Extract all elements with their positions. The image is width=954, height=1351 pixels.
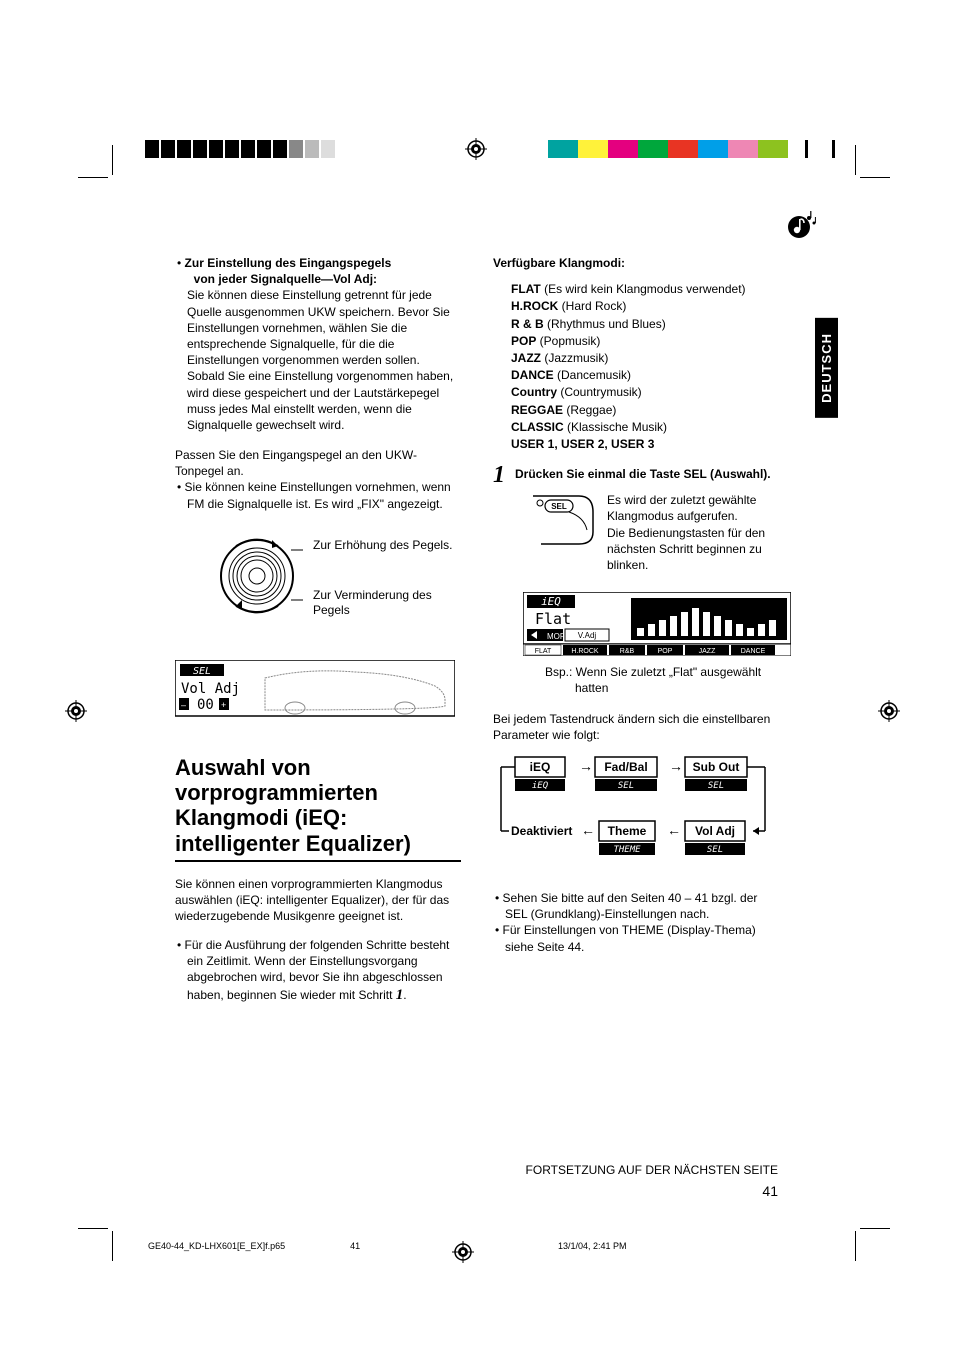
registration-crosshair-icon xyxy=(65,700,87,725)
sel-button-icon: SEL xyxy=(529,492,597,551)
step-1: 1 Drücken Sie einmal die Taste SEL (Ausw… xyxy=(493,466,779,955)
crop-mark xyxy=(860,1228,890,1229)
mode-item: JAZZ (Jazzmusik) xyxy=(511,350,779,366)
mode-item: DANCE (Dancemusik) xyxy=(511,367,779,383)
content-area: • Zur Einstellung des Eingangspegels von… xyxy=(175,255,780,1005)
left-column: • Zur Einstellung des Eingangspegels von… xyxy=(175,255,461,1005)
dial-diagram: Zur Erhöhung des Pegels. Zur Verminderun… xyxy=(175,528,461,658)
registration-crosshair-icon xyxy=(878,700,900,725)
registration-black-blocks xyxy=(145,140,335,161)
registration-bar xyxy=(0,140,954,160)
modes-heading: Verfügbare Klangmodi: xyxy=(493,255,779,271)
mode-item: USER 1, USER 2, USER 3 xyxy=(511,436,779,452)
dial-icon xyxy=(211,528,303,623)
svg-text:JAZZ: JAZZ xyxy=(699,648,716,655)
change-paragraph: Bei jedem Tastendruck ändern sich die ei… xyxy=(493,711,779,743)
lcd-caption: Bsp.: Wenn Sie zuletzt „Flat" ausgewählt… xyxy=(545,664,779,696)
heading-underline xyxy=(175,860,461,862)
mode-item: FLAT (Es wird kein Klangmodus verwendet) xyxy=(511,281,779,297)
intro-paragraph: Sie können einen vorprogrammierten Klang… xyxy=(175,876,461,925)
step-1-text: Drücken Sie einmal die Taste SEL (Auswah… xyxy=(515,467,771,481)
mode-item: CLASSIC (Klassische Musik) xyxy=(511,419,779,435)
crop-mark xyxy=(78,1228,108,1229)
svg-text:iEQ: iEQ xyxy=(532,781,549,791)
modes-list: FLAT (Es wird kein Klangmodus verwendet)… xyxy=(493,281,779,452)
svg-text:R&B: R&B xyxy=(620,648,635,655)
svg-text:SEL: SEL xyxy=(551,502,567,511)
svg-text:Vol Adj: Vol Adj xyxy=(695,824,735,838)
mode-item: REGGAE (Reggae) xyxy=(511,402,779,418)
lcd-vol-adj-display: SEL Vol Adj – 00 + xyxy=(175,660,461,725)
vol-adj-bullet: • Zur Einstellung des Eingangspegels von… xyxy=(175,255,461,433)
svg-text:→: → xyxy=(579,758,593,774)
flow-diagram: iEQ → Fad/Bal → Sub Out iEQ SEL SEL xyxy=(493,753,779,876)
crop-mark xyxy=(855,1231,856,1261)
timelimit-bullet: • Für die Ausführung der folgenden Schri… xyxy=(175,937,461,1006)
footer-file: GE40-44_KD-LHX601[E_EX]f.p65 41 xyxy=(148,1241,428,1265)
dial-increase-label: Zur Erhöhung des Pegels. xyxy=(313,538,452,554)
footer-crosshair-icon xyxy=(428,1241,498,1265)
svg-text:Vol Adj: Vol Adj xyxy=(181,681,240,697)
svg-text:–: – xyxy=(181,700,186,710)
svg-text:iEQ: iEQ xyxy=(530,760,551,774)
no-adjust-bullet: • Sie können keine Einstellungen vornehm… xyxy=(175,479,461,511)
sel-description: Es wird der zuletzt gewählte Klangmodus … xyxy=(607,492,779,573)
adjust-paragraph: Passen Sie den Eingangspegel an den UKW-… xyxy=(175,447,461,479)
language-tab: DEUTSCH xyxy=(815,318,838,418)
svg-text:POP: POP xyxy=(658,648,673,655)
svg-text:00: 00 xyxy=(197,697,214,713)
mode-item: H.ROCK (Hard Rock) xyxy=(511,298,779,314)
svg-text:SEL: SEL xyxy=(708,781,724,791)
lcd-ieq-display: iEQ Flat MORE V.Adj xyxy=(523,592,779,659)
svg-text:Sub Out: Sub Out xyxy=(693,760,740,774)
registration-color-blocks xyxy=(548,140,835,161)
svg-text:Theme: Theme xyxy=(608,824,647,838)
svg-text:V.Adj: V.Adj xyxy=(578,631,597,640)
music-note-icon xyxy=(785,210,819,243)
vol-adj-heading: Zur Einstellung des Eingangspegels xyxy=(185,256,392,270)
svg-text:SEL: SEL xyxy=(618,781,634,791)
vol-adj-heading-2: von jeder Signalquelle—Vol Adj: xyxy=(194,272,377,286)
svg-text:Deaktiviert: Deaktiviert xyxy=(511,824,572,838)
svg-text:FLAT: FLAT xyxy=(535,648,552,655)
mode-item: R & B (Rhythmus und Blues) xyxy=(511,316,779,332)
mode-item: Country (Countrymusik) xyxy=(511,384,779,400)
footer: GE40-44_KD-LHX601[E_EX]f.p65 41 13/1/04,… xyxy=(148,1241,808,1265)
step-number: 1 xyxy=(493,462,505,489)
sel-button-diagram: SEL Es wird der zuletzt gewählte Klangmo… xyxy=(515,492,779,584)
svg-text:→: → xyxy=(669,758,683,774)
continued-label: FORTSETZUNG AUF DER NÄCHSTEN SEITE xyxy=(526,1163,778,1177)
crop-mark xyxy=(112,1231,113,1261)
svg-text:H.ROCK: H.ROCK xyxy=(571,648,599,655)
vol-adj-body-2: Sobald Sie eine Einstellung vorgenommen … xyxy=(187,369,453,432)
see-theme-bullet: • Für Einstellungen von THEME (Display-T… xyxy=(493,922,779,954)
svg-text:←: ← xyxy=(667,822,681,838)
svg-text:SEL: SEL xyxy=(193,666,211,677)
dial-decrease-label: Zur Verminderung des Pegels xyxy=(313,588,461,619)
svg-text:iEQ: iEQ xyxy=(541,595,561,608)
crop-mark xyxy=(860,177,890,178)
right-column: Verfügbare Klangmodi: FLAT (Es wird kein… xyxy=(493,255,779,1005)
svg-text:Fad/Bal: Fad/Bal xyxy=(604,760,647,774)
registration-crosshair-icon xyxy=(465,138,487,163)
svg-text:←: ← xyxy=(581,822,595,838)
svg-text:DANCE: DANCE xyxy=(741,648,766,655)
mode-item: POP (Popmusik) xyxy=(511,333,779,349)
see-pages-bullet: • Sehen Sie bitte auf den Seiten 40 – 41… xyxy=(493,890,779,922)
page: DEUTSCH • Zur Einstellung des Eingangspe… xyxy=(0,0,954,1351)
footer-datetime: 13/1/04, 2:41 PM xyxy=(498,1241,808,1265)
section-heading: Auswahl von vorprogrammierten Klangmodi … xyxy=(175,755,461,856)
page-number: 41 xyxy=(762,1183,778,1199)
crop-mark xyxy=(78,177,108,178)
vol-adj-body-1: Sie können diese Einstellung getrennt fü… xyxy=(187,288,450,367)
svg-text:Flat: Flat xyxy=(535,610,571,628)
svg-text:THEME: THEME xyxy=(613,845,641,855)
svg-text:+: + xyxy=(221,700,226,710)
svg-text:SEL: SEL xyxy=(707,845,723,855)
